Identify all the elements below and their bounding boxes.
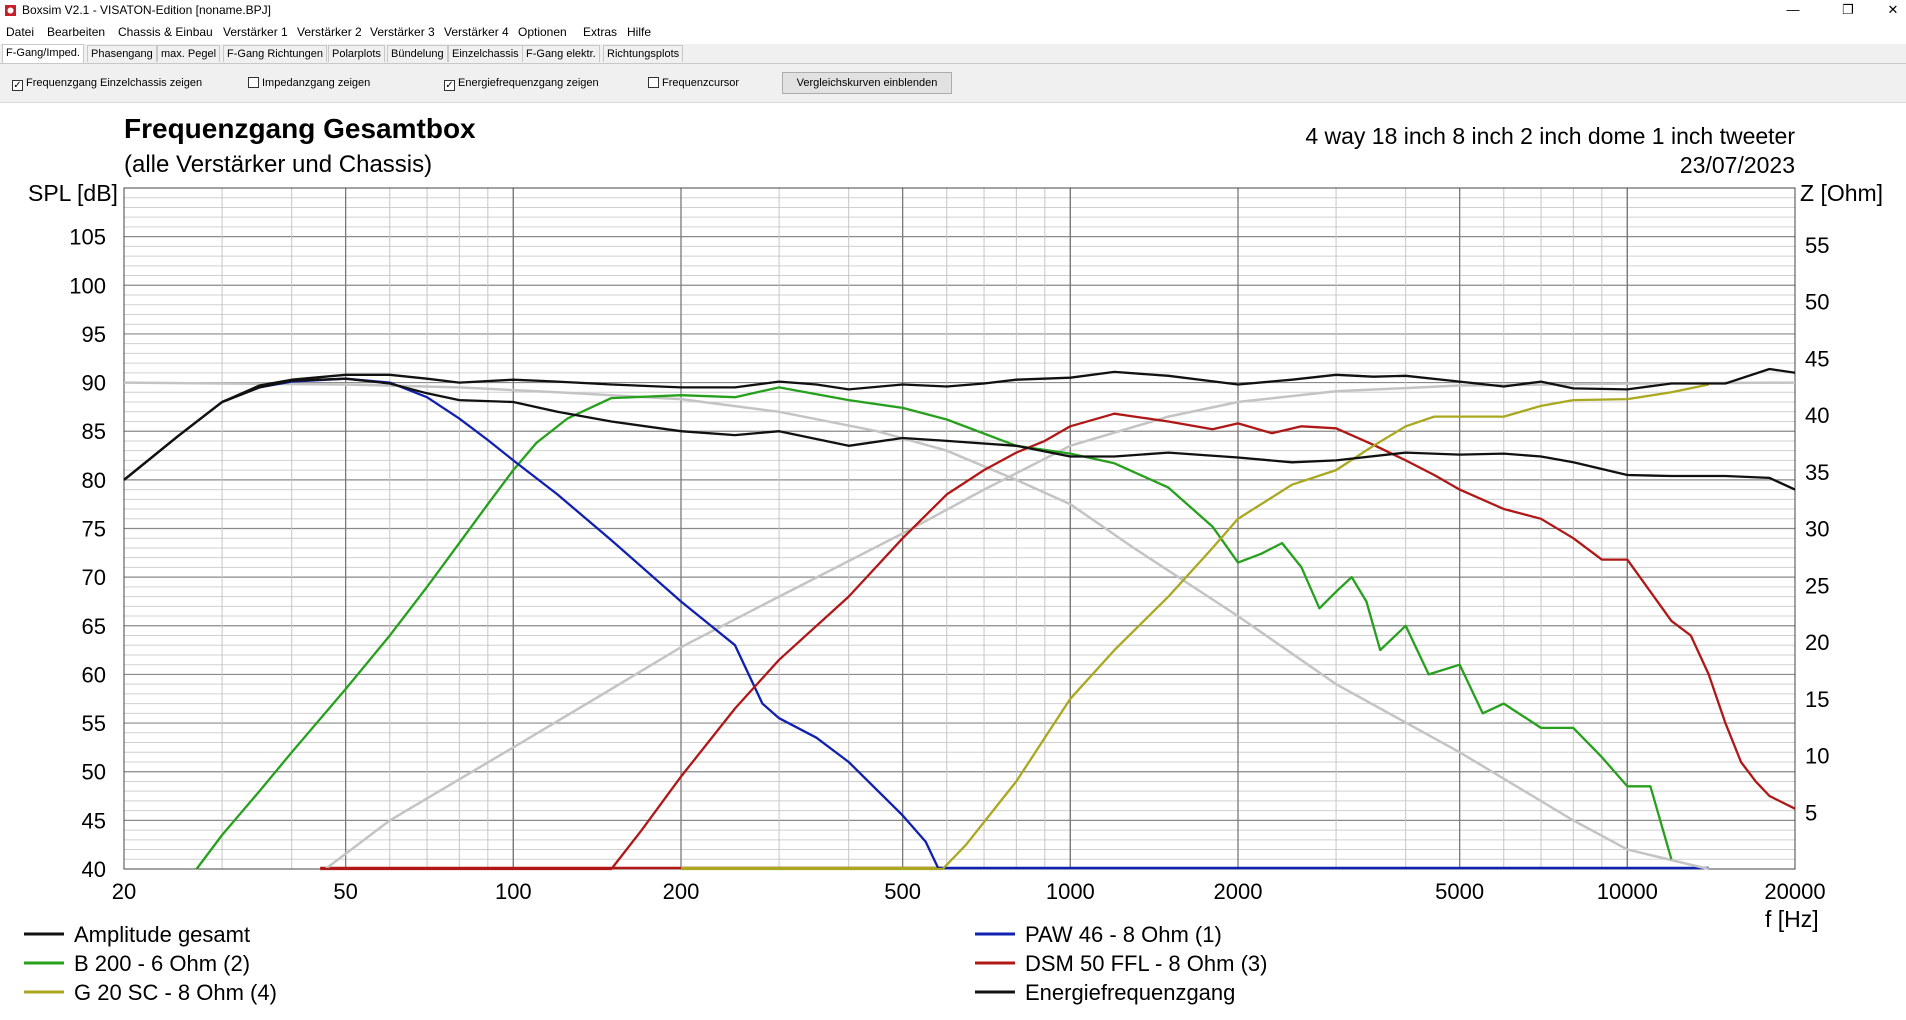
checkbox-box[interactable]: ✓ bbox=[12, 80, 23, 91]
y-tick-label: 85 bbox=[82, 419, 106, 444]
menu-hilfe[interactable]: Hilfe bbox=[627, 25, 652, 39]
y2-tick-label: 45 bbox=[1805, 346, 1829, 371]
view-tabs: F-Gang/Imped. Phasengang max. Pegel F-Ga… bbox=[0, 44, 1906, 64]
chart-grid bbox=[124, 188, 1795, 869]
reference-curve-2 bbox=[324, 381, 1796, 870]
y-tick-label: 60 bbox=[82, 662, 106, 687]
y-tick-label: 100 bbox=[69, 273, 106, 298]
tab-buendelung[interactable]: Bündelung bbox=[387, 45, 448, 62]
legend-label: G 20 SC - 8 Ohm (4) bbox=[74, 980, 277, 1005]
checkbox-impedanzgang[interactable]: Impedanzgang zeigen bbox=[248, 77, 370, 90]
checkbox-box[interactable] bbox=[248, 77, 259, 88]
tab-einzelchassis[interactable]: Einzelchassis bbox=[448, 45, 523, 62]
series-line-6 bbox=[123, 377, 1796, 491]
boxsim-app-icon bbox=[5, 5, 16, 16]
y-tick-label: 90 bbox=[82, 371, 106, 396]
menu-optionen[interactable]: Optionen bbox=[518, 25, 567, 39]
y2-tick-label: 55 bbox=[1805, 233, 1829, 258]
series-line-4 bbox=[320, 412, 1796, 871]
x-tick-label: 20 bbox=[112, 879, 136, 904]
restore-icon[interactable]: ❐ bbox=[1842, 2, 1854, 17]
checkbox-frequenzcursor[interactable]: Frequenzcursor bbox=[648, 77, 739, 90]
menu-datei[interactable]: Datei bbox=[6, 25, 35, 39]
x-tick-label: 2000 bbox=[1214, 879, 1263, 904]
menu-verstaerker-2[interactable]: Verstärker 2 bbox=[297, 25, 362, 39]
close-icon[interactable]: ✕ bbox=[1887, 2, 1899, 17]
chart-axes: 40 45 50 55 60 65 70 75 80 85 90 95 100 105 5 10 15 20 25 3… bbox=[69, 225, 1829, 904]
menu-bearbeiten[interactable]: Bearbeiten bbox=[47, 25, 106, 39]
y2-tick-label: 20 bbox=[1805, 630, 1829, 655]
series-line-1 bbox=[123, 367, 1796, 481]
y2-tick-label: 30 bbox=[1805, 517, 1829, 542]
tab-fgang-imped[interactable]: F-Gang/Imped. bbox=[2, 44, 84, 63]
chart-legend: Amplitude gesamt B 200 - 6 Ohm (2) G 20 SC… bbox=[24, 922, 1267, 1005]
chart-curves bbox=[123, 367, 1796, 871]
x-tick-label: 50 bbox=[333, 879, 357, 904]
y-tick-label: 70 bbox=[82, 565, 106, 590]
checkbox-einzelchassis[interactable]: ✓ Frequenzgang Einzelchassis zeigen bbox=[12, 77, 203, 91]
compare-curves-button[interactable]: Vergleichskurven einblenden bbox=[782, 72, 952, 94]
y2-tick-label: 25 bbox=[1805, 573, 1829, 598]
x-tick-label: 1000 bbox=[1046, 879, 1095, 904]
tab-richtungsplots[interactable]: Richtungsplots bbox=[603, 45, 684, 62]
checkbox-box[interactable] bbox=[648, 77, 659, 88]
y-tick-label: 95 bbox=[82, 322, 106, 347]
menu-chassis-einbau[interactable]: Chassis & Einbau bbox=[118, 25, 213, 39]
y-tick-label: 65 bbox=[82, 614, 106, 639]
menu-verstaerker-3[interactable]: Verstärker 3 bbox=[370, 25, 435, 39]
window-titlebar: Boxsim V2.1 - VISATON-Edition [noname.BP… bbox=[0, 0, 1906, 20]
legend-label: PAW 46 - 8 Ohm (1) bbox=[1025, 922, 1222, 947]
y-tick-label: 45 bbox=[82, 808, 106, 833]
x-axis-label: f [Hz] bbox=[1765, 906, 1819, 932]
tab-fgang-elektr[interactable]: F-Gang elektr. bbox=[522, 45, 600, 62]
project-date: 23/07/2023 bbox=[1680, 152, 1795, 178]
y2-tick-label: 40 bbox=[1805, 403, 1829, 428]
x-tick-label: 100 bbox=[495, 879, 532, 904]
x-tick-label: 5000 bbox=[1435, 879, 1484, 904]
y-tick-label: 105 bbox=[69, 225, 106, 250]
menu-verstaerker-4[interactable]: Verstärker 4 bbox=[444, 25, 509, 39]
y2-tick-label: 15 bbox=[1805, 687, 1829, 712]
frequency-response-chart: 40 45 50 55 60 65 70 75 80 85 90 95 100 105 5 10 15 20 25 3… bbox=[24, 113, 1883, 1005]
y-tick-label: 50 bbox=[82, 760, 106, 785]
legend-label: Energiefrequenzgang bbox=[1025, 980, 1235, 1005]
chart-subtitle: (alle Verstärker und Chassis) bbox=[124, 151, 432, 178]
window-title: Boxsim V2.1 - VISATON-Edition [noname.BP… bbox=[22, 3, 271, 17]
series-line-2 bbox=[195, 386, 1673, 870]
project-description: 4 way 18 inch 8 inch 2 inch dome 1 inch … bbox=[1305, 123, 1795, 149]
x-tick-label: 200 bbox=[663, 879, 700, 904]
tab-polarplots[interactable]: Polarplots bbox=[328, 45, 385, 62]
minimize-icon[interactable]: — bbox=[1786, 2, 1800, 17]
menu-verstaerker-1[interactable]: Verstärker 1 bbox=[223, 25, 288, 39]
y-tick-label: 55 bbox=[82, 711, 106, 736]
legend-label: B 200 - 6 Ohm (2) bbox=[74, 951, 250, 976]
checkbox-energiefrequenzgang[interactable]: ✓ Energiefrequenzgang zeigen bbox=[444, 77, 599, 91]
tab-max-pegel[interactable]: max. Pegel bbox=[157, 45, 221, 62]
tab-phasengang[interactable]: Phasengang bbox=[87, 45, 157, 62]
x-tick-label: 500 bbox=[884, 879, 921, 904]
x-tick-label: 10000 bbox=[1597, 879, 1658, 904]
x-tick-label: 20000 bbox=[1764, 879, 1825, 904]
legend-label: Amplitude gesamt bbox=[74, 922, 250, 947]
checkbox-box[interactable]: ✓ bbox=[444, 80, 455, 91]
y2-tick-label: 10 bbox=[1805, 744, 1829, 769]
options-bar: ✓ Frequenzgang Einzelchassis zeigen Imped… bbox=[0, 64, 1906, 103]
legend-label: DSM 50 FFL - 8 Ohm (3) bbox=[1025, 951, 1267, 976]
y-tick-label: 75 bbox=[82, 517, 106, 542]
tab-fgang-richtungen[interactable]: F-Gang Richtungen bbox=[223, 45, 327, 62]
reference-curve-1 bbox=[123, 381, 1709, 871]
y-tick-label: 40 bbox=[82, 857, 106, 882]
menu-bar: Datei Bearbeiten Chassis & Einbau Verstä… bbox=[0, 22, 1906, 42]
chart-title: Frequenzgang Gesamtbox bbox=[124, 113, 476, 144]
y2-tick-label: 5 bbox=[1805, 800, 1817, 825]
y2-tick-label: 35 bbox=[1805, 460, 1829, 485]
y-tick-label: 80 bbox=[82, 468, 106, 493]
series-line-5 bbox=[681, 383, 1709, 871]
menu-extras[interactable]: Extras bbox=[583, 25, 618, 39]
y-axis-label: SPL [dB] bbox=[28, 180, 118, 206]
y2-tick-label: 50 bbox=[1805, 290, 1829, 315]
series-line-3 bbox=[123, 377, 940, 870]
y2-axis-label: Z [Ohm] bbox=[1800, 180, 1883, 206]
